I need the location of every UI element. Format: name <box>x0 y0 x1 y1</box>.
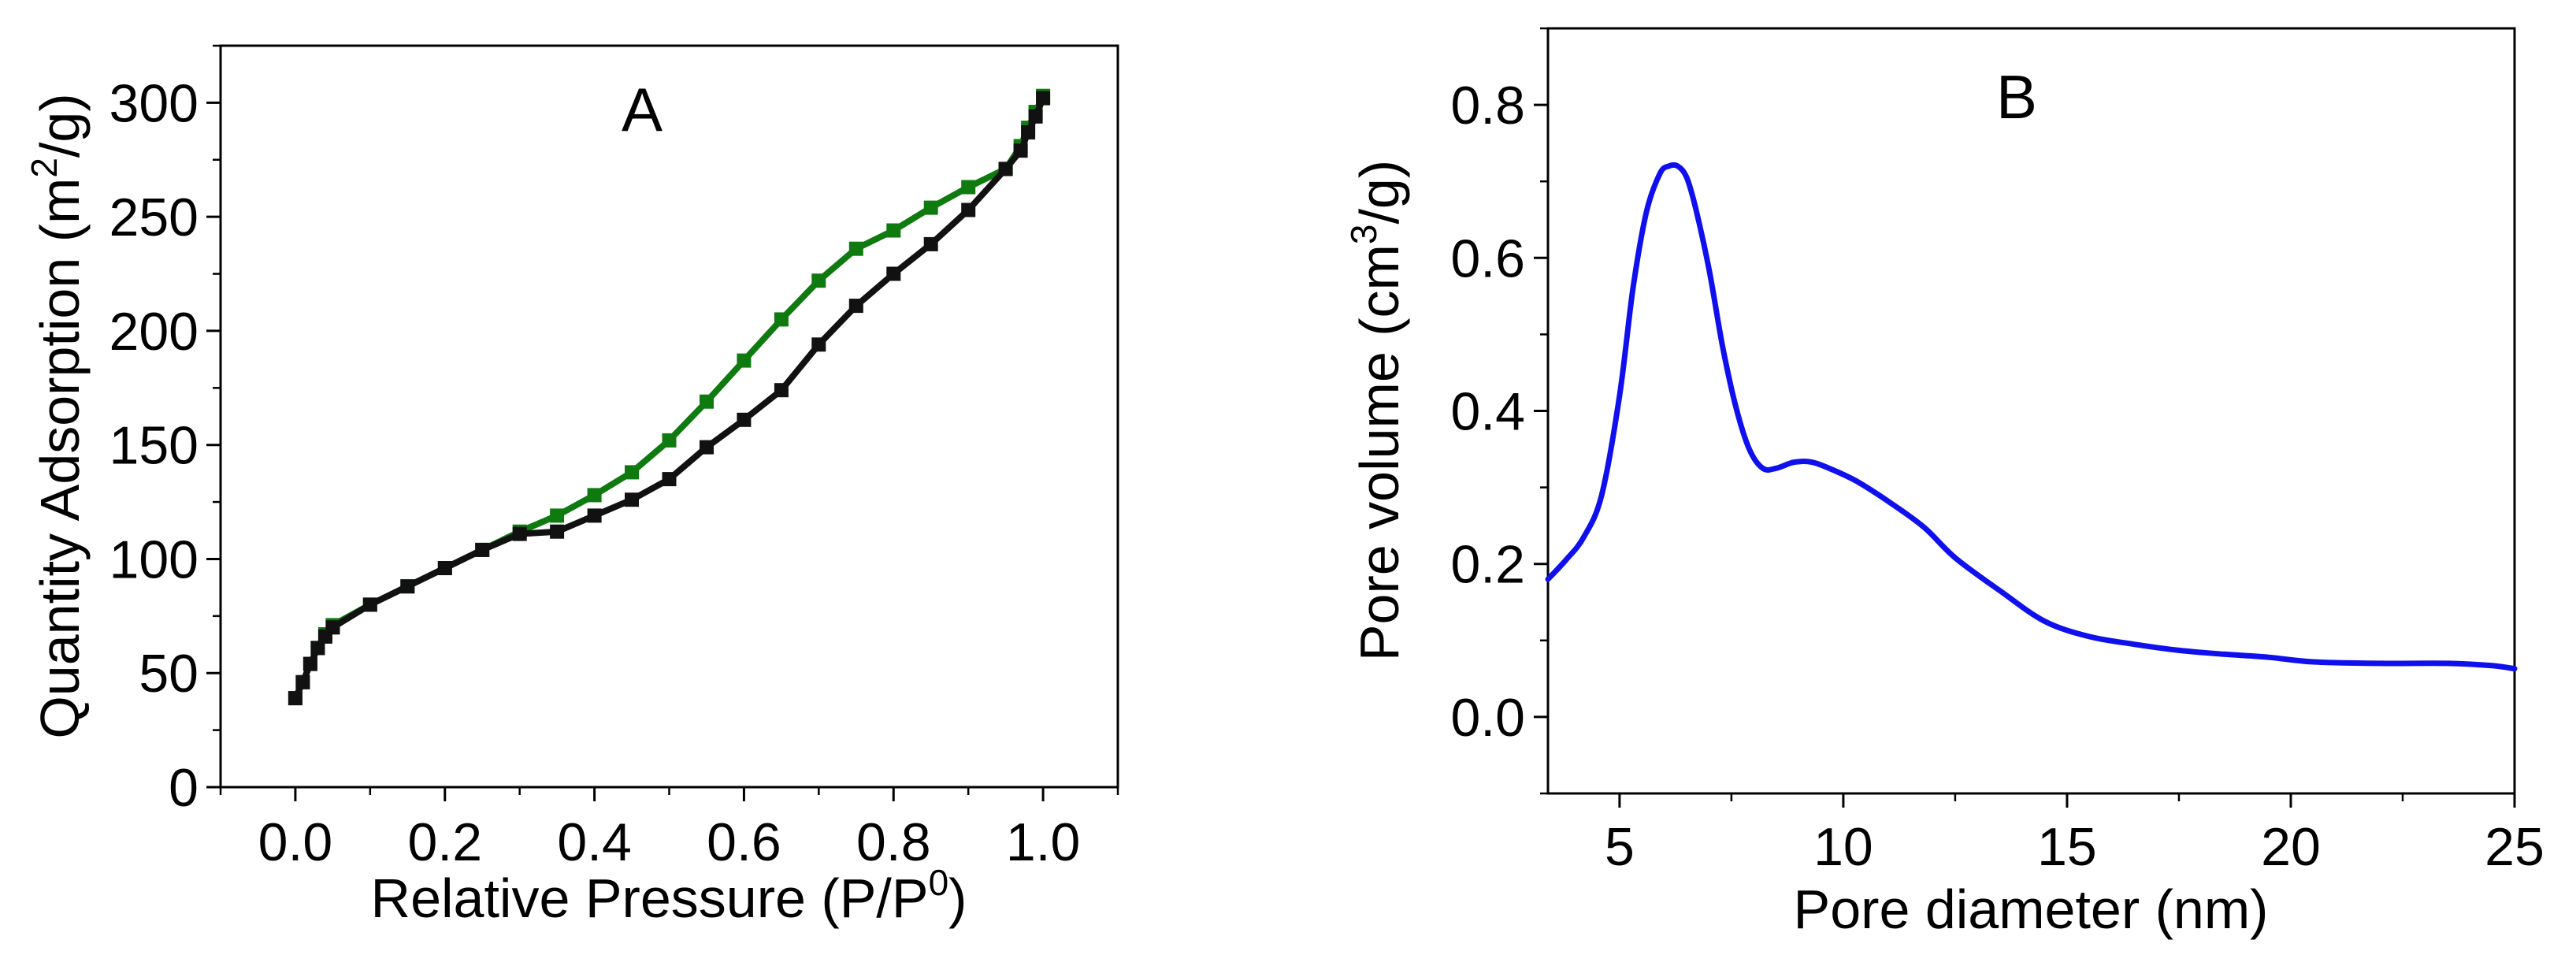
panel-a-adsorption-line <box>291 95 1047 702</box>
panel-a-adsorption-point <box>1028 109 1043 124</box>
panel-a-y-tick-label: 100 <box>109 529 199 589</box>
panel-a-adsorption-point <box>737 412 752 427</box>
panel-a-x-tick-label: 1.0 <box>1006 812 1081 872</box>
panel-a-desorption-point <box>662 433 677 448</box>
panel-a-desorption-point <box>587 488 602 503</box>
panel-a-desorption-line <box>291 92 1047 702</box>
panel-a-desorption-point <box>550 508 565 523</box>
panel-a-adsorption-point <box>961 202 976 217</box>
panel-b-y-tick-label: 0.4 <box>1450 382 1525 442</box>
panel-a-adsorption-point <box>662 472 677 487</box>
panel-a-x-tick-label: 0.0 <box>258 812 333 872</box>
panel-a-adsorption-point <box>774 383 789 398</box>
panel-a-adsorption-point <box>303 656 317 671</box>
panel-a-adsorption-point <box>437 561 452 575</box>
panel-a-label: A <box>622 75 663 144</box>
panel-a-adsorption-point <box>512 526 527 541</box>
panel-a-plot-frame <box>219 44 1119 789</box>
panel-a-adsorption-point <box>325 620 340 635</box>
panel-a-adsorption-point <box>310 641 325 656</box>
panel-a-y-tick-label: 150 <box>109 416 199 476</box>
panel-b-y-tick-label: 0.0 <box>1450 688 1525 748</box>
panel-a-adsorption-point <box>587 508 602 523</box>
panel-b-y-axis-title: Pore volume (cm3/g) <box>1343 160 1410 661</box>
panel-a-ticks: 0.0 0.2 0.4 0.6 0.8 1.0 0 50 100 150 200 250 300 <box>109 44 1119 872</box>
panel-a-x-tick-label: 0.2 <box>407 812 482 872</box>
panel-b-y-tick-label: 0.2 <box>1450 535 1525 595</box>
panel-b-series <box>1545 162 2518 672</box>
panel-a-series <box>288 88 1051 706</box>
panel-a-adsorption-point <box>400 579 415 594</box>
panel-a-adsorption-point <box>625 492 639 507</box>
panel-b-label: B <box>1996 62 2037 132</box>
panel-a-desorption-point <box>700 394 714 409</box>
panel-a-y-axis-title: Quantity Adsorption (m2/g) <box>24 93 91 738</box>
panel-b-pore-size-distribution-line <box>1545 162 2518 672</box>
panel-b-x-tick-label: 15 <box>2037 817 2097 877</box>
panel-a-x-tick-label: 0.6 <box>707 812 781 872</box>
panel-a-adsorption-point <box>998 162 1013 176</box>
panel-a-y-tick-label: 50 <box>139 644 199 704</box>
panel-a-x-axis-title: Relative Pressure (P/P0) <box>371 862 967 929</box>
panel-a-adsorption-point <box>1013 143 1028 158</box>
panel-a-adsorption-point <box>1036 91 1051 106</box>
panel-a-adsorption-point <box>848 299 863 314</box>
panel-b-y-tick-label: 0.6 <box>1450 228 1525 288</box>
panel-a-adsorption-point <box>1021 125 1036 139</box>
panel-a-adsorption-point <box>288 691 303 706</box>
panel-a-desorption-point <box>737 353 752 368</box>
panel-a-adsorption-point <box>475 542 490 557</box>
panel-b-ticks: 5 10 15 20 25 0.0 0.2 0.4 0.6 0.8 <box>1450 27 2544 877</box>
panel-b-plot-frame <box>1546 27 2516 795</box>
panel-a-y-tick-label: 300 <box>109 73 199 133</box>
panel-a-desorption-point <box>961 180 976 195</box>
panel-a-y-tick-label: 0 <box>169 758 199 818</box>
panel-a-desorption-point <box>774 312 789 327</box>
panel-a: A 0.0 0.2 0.4 0.6 0.8 1.0 0 50 100 150 200 250 300 R… <box>24 44 1119 929</box>
panel-b-x-tick-label: 20 <box>2261 817 2321 877</box>
panel-a-adsorption-point <box>700 440 714 455</box>
panel-a-y-tick-label: 250 <box>109 188 199 247</box>
panel-b-x-tick-label: 10 <box>1813 817 1873 877</box>
panel-a-desorption-point <box>923 200 938 215</box>
panel-a-desorption-point <box>625 465 639 480</box>
panel-b-x-tick-label: 5 <box>1605 817 1635 877</box>
panel-a-desorption-point <box>886 223 901 238</box>
panel-a-adsorption-point <box>811 337 826 352</box>
panel-b-y-tick-label: 0.8 <box>1450 76 1525 136</box>
panel-a-desorption-point <box>811 273 826 288</box>
panel-a-adsorption-point <box>362 597 377 612</box>
panel-a-x-tick-label: 0.4 <box>557 812 632 872</box>
panel-a-x-tick-label: 0.8 <box>856 812 931 872</box>
panel-b: B 5 10 15 20 25 0.0 0.2 0.4 0.6 0.8 Pore diameter… <box>1343 27 2544 940</box>
panel-a-adsorption-point <box>923 236 938 251</box>
panel-a-adsorption-point <box>886 266 901 281</box>
panel-a-adsorption-point <box>295 674 310 689</box>
panel-a-y-tick-label: 200 <box>109 302 199 362</box>
panel-a-desorption-point <box>848 241 863 256</box>
panel-b-x-axis-title: Pore diameter (nm) <box>1794 879 2269 940</box>
panel-a-adsorption-point <box>550 524 565 539</box>
panel-b-x-tick-label: 25 <box>2485 817 2544 877</box>
